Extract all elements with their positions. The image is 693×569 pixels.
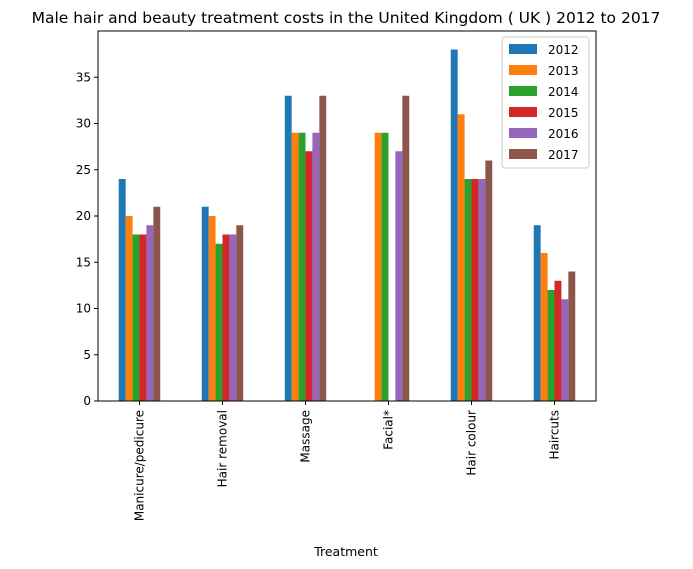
bar-2017-1 xyxy=(236,225,244,401)
bar-2017-5 xyxy=(568,271,576,401)
bar-2017-4 xyxy=(485,160,493,401)
x-tick-label: Hair removal xyxy=(216,410,230,487)
bar-2016-5 xyxy=(561,299,569,401)
bar-2014-1 xyxy=(215,243,223,401)
bar-2015-2 xyxy=(305,151,313,401)
legend-swatch-2013 xyxy=(509,65,537,75)
bar-2013-1 xyxy=(208,216,216,401)
bar-2012-4 xyxy=(450,49,458,401)
x-tick-label: Hair colour xyxy=(465,410,479,476)
bar-2014-2 xyxy=(298,132,306,401)
y-tick-label: 35 xyxy=(76,70,91,84)
y-tick-label: 0 xyxy=(83,394,91,408)
bar-2016-3 xyxy=(395,151,403,401)
legend-swatch-2012 xyxy=(509,44,537,54)
bar-2016-4 xyxy=(478,179,486,401)
legend-swatch-2016 xyxy=(509,128,537,138)
bar-2014-0 xyxy=(132,234,140,401)
legend-label-2015: 2015 xyxy=(548,106,579,120)
legend: 2012 2013 2014 2015 2016 2017 xyxy=(501,36,590,169)
bar-2013-0 xyxy=(125,216,133,401)
bar-2015-1 xyxy=(222,234,230,401)
bar-2016-1 xyxy=(229,234,237,401)
bar-2014-5 xyxy=(547,290,555,401)
bar-2014-3 xyxy=(381,132,389,401)
x-tick-label: Haircuts xyxy=(548,410,562,460)
legend-label-2012: 2012 xyxy=(548,43,579,57)
y-axis: 0 5 10 15 20 25 30 35 xyxy=(76,70,98,408)
bar-2014-4 xyxy=(464,179,472,401)
x-axis-label: Treatment xyxy=(313,544,378,559)
legend-label-2017: 2017 xyxy=(548,148,579,162)
legend-label-2013: 2013 xyxy=(548,64,579,78)
legend-label-2016: 2016 xyxy=(548,127,579,141)
legend-swatch-2014 xyxy=(509,86,537,96)
bar-2017-0 xyxy=(153,206,161,401)
x-tick-label: Manicure/pedicure xyxy=(133,410,147,521)
bar-2015-4 xyxy=(471,179,479,401)
bar-2013-2 xyxy=(291,132,299,401)
legend-swatch-2015 xyxy=(509,107,537,117)
x-axis: Manicure/pedicure Hair removal Massage Faci… xyxy=(133,401,562,521)
bar-2017-2 xyxy=(319,95,327,401)
bar-2016-2 xyxy=(312,132,320,401)
y-tick-label: 10 xyxy=(76,302,91,316)
bar-2013-3 xyxy=(374,132,382,401)
chart-title: Male hair and beauty treatment costs in … xyxy=(32,9,661,27)
legend-swatch-2017 xyxy=(509,149,537,159)
x-tick-label: Massage xyxy=(299,410,313,463)
bar-2015-0 xyxy=(139,234,147,401)
bar-2012-2 xyxy=(284,95,292,401)
y-tick-label: 5 xyxy=(83,348,91,362)
y-tick-label: 30 xyxy=(76,117,91,131)
bar-2013-5 xyxy=(540,253,548,401)
y-tick-label: 15 xyxy=(76,255,91,269)
legend-label-2014: 2014 xyxy=(548,85,579,99)
bar-2013-4 xyxy=(457,114,465,401)
bar-2016-0 xyxy=(146,225,154,401)
y-tick-label: 20 xyxy=(76,209,91,223)
bar-2017-3 xyxy=(402,95,410,401)
bar-2012-5 xyxy=(533,225,541,401)
bar-2012-1 xyxy=(201,206,209,401)
y-tick-label: 25 xyxy=(76,163,91,177)
bar-2012-0 xyxy=(118,179,126,401)
bars-layer xyxy=(118,49,576,401)
bar-2015-5 xyxy=(554,280,562,401)
x-tick-label: Facial* xyxy=(382,410,396,450)
